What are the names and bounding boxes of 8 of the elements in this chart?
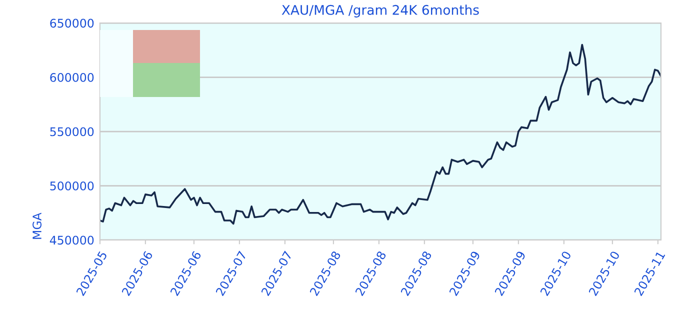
chart-title: XAU/MGA /gram 24K 6months bbox=[282, 4, 479, 18]
y-tick-label: 550000 bbox=[50, 127, 94, 136]
y-axis-title: MGA bbox=[32, 212, 42, 239]
line-series bbox=[100, 44, 661, 225]
y-tick-label: 500000 bbox=[50, 181, 94, 190]
y-tick-label: 450000 bbox=[50, 236, 94, 245]
y-tick-label: 650000 bbox=[50, 18, 94, 28]
y-tick-label: 600000 bbox=[50, 73, 94, 82]
